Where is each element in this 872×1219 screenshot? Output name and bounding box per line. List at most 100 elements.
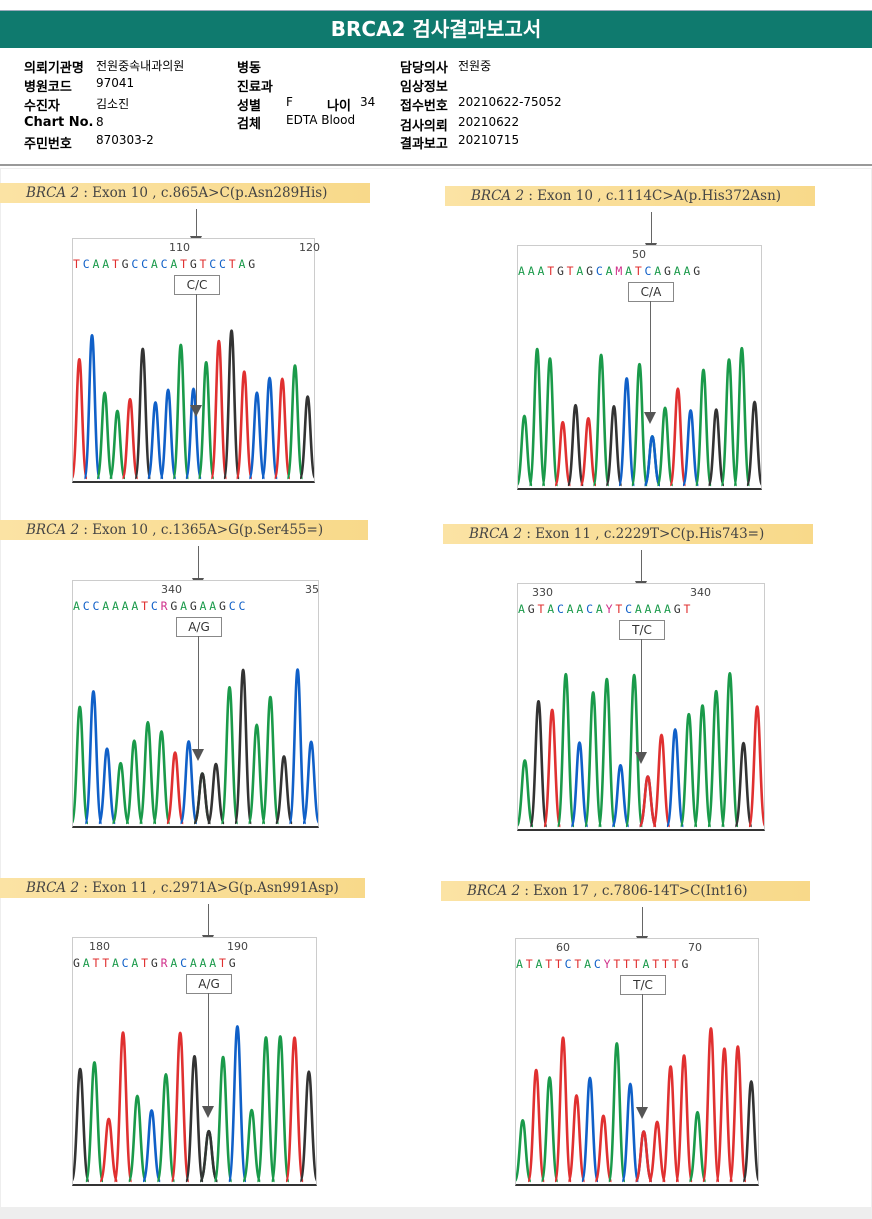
trace-peak-T: [553, 420, 572, 487]
base-call: T: [632, 957, 643, 971]
variant-label: BRCA 2 : Exon 10 , c.865A>C(p.Asn289His): [0, 183, 370, 203]
trace-peak-A: [213, 1055, 233, 1183]
base-call: G: [189, 599, 200, 613]
base-call: C: [238, 599, 249, 613]
variant-label: BRCA 2 : Exon 11 , c.2229T>C(p.His743=): [443, 524, 813, 544]
trace-peak-T: [165, 751, 185, 825]
base-call: T: [228, 257, 239, 271]
base-call: A: [121, 599, 132, 613]
base-call: C: [131, 257, 142, 271]
trace-peak-T: [209, 339, 228, 480]
base-sequence: GATTACATGRACAAATG: [73, 956, 316, 970]
base-call: A: [576, 602, 587, 616]
trace-peak-A: [583, 691, 603, 828]
base-call: C: [209, 257, 220, 271]
trace-peak-A: [706, 689, 726, 828]
base-call: C: [586, 602, 596, 616]
trace-peak-A: [260, 695, 280, 825]
base-call: T: [662, 957, 672, 971]
info-label: 결과보고: [400, 137, 448, 152]
trace-peak-A: [247, 723, 267, 825]
base-call: T: [141, 599, 151, 613]
trace-peak-A: [607, 1042, 627, 1183]
trace-peak-G: [529, 699, 548, 828]
trace-peak-A: [516, 1118, 533, 1183]
base-call: C: [593, 957, 604, 971]
base-call: A: [82, 956, 93, 970]
trace-peak-T: [98, 1117, 119, 1183]
base-call: T: [613, 957, 624, 971]
base-call: T: [111, 257, 122, 271]
trace-peak-A: [518, 759, 535, 828]
base-call: A: [131, 599, 142, 613]
base-call: M: [615, 264, 626, 278]
trace-peak-C: [141, 1109, 162, 1183]
trace-peaks: [73, 668, 318, 825]
variant-label: BRCA 2 : Exon 10 , c.1365A>G(p.Ser455=): [0, 520, 368, 540]
trace-peak-A: [592, 353, 611, 487]
trace-peak-C: [301, 740, 318, 825]
base-call: A: [683, 264, 694, 278]
trace-peak-C: [159, 388, 178, 480]
variant-label: BRCA 2 : Exon 17 , c.7806-14T>C(Int16): [441, 881, 810, 901]
variant-label: BRCA 2 : Exon 10 , c.1114C>A(p.His372Asn…: [445, 186, 815, 206]
base-call: C: [92, 599, 103, 613]
base-call: T: [219, 956, 229, 970]
info-label: 의뢰기관명: [24, 61, 84, 76]
base-call: A: [673, 264, 684, 278]
trace-peak-A: [127, 1094, 148, 1183]
base-call: A: [547, 602, 557, 616]
base-call: A: [209, 599, 220, 613]
info-label: 담당의사: [400, 61, 448, 76]
trace-peak-G: [707, 408, 726, 487]
trace-peak-A: [256, 1036, 276, 1183]
base-call: A: [92, 257, 103, 271]
arrow-down-icon: [190, 294, 202, 417]
base-call: A: [102, 257, 112, 271]
trace-peak-A: [171, 343, 190, 480]
trace-peak-C: [83, 333, 101, 480]
trace-peak-T: [121, 397, 139, 480]
trace-peaks: [518, 346, 761, 487]
base-call: A: [644, 602, 655, 616]
trace-peak-T: [701, 1027, 721, 1183]
trace-peak-A: [656, 406, 675, 487]
trace-peak-T: [674, 1054, 694, 1183]
base-call: A: [566, 602, 577, 616]
base-sequence: AGTACAACAYTCAAAAGT: [518, 602, 764, 616]
base-position: 50: [632, 248, 646, 261]
base-call: A: [73, 599, 83, 613]
base-call: G: [527, 602, 538, 616]
base-position: 340: [690, 586, 711, 599]
trace-peak-T: [747, 705, 764, 828]
chromatogram: 340 35 ACCAAAATCRGAGAAGCC A/G: [72, 580, 319, 828]
base-call: T: [566, 264, 577, 278]
trace-peak-A: [84, 1061, 105, 1183]
trace-peak-G: [133, 347, 152, 480]
trace-peak-C: [97, 747, 117, 825]
base-position: 110: [169, 241, 190, 254]
base-call: G: [150, 956, 161, 970]
chromatogram: 180 190 GATTACATGRACAAATG A/G: [72, 937, 317, 1186]
chromatogram: 110 120 TCAATGCCACATGTCCTAG C/C: [72, 238, 320, 483]
base-call: G: [681, 957, 692, 971]
trace-peak-T: [170, 1031, 191, 1183]
base-call: A: [170, 956, 181, 970]
base-position: 180: [89, 940, 110, 953]
trace-peak-A: [540, 1076, 559, 1183]
base-position: 340: [161, 583, 182, 596]
gene-name: BRCA 2: [469, 526, 523, 542]
base-call: C: [82, 599, 93, 613]
trace-peak-C: [288, 668, 308, 825]
arrow-down-icon: [635, 639, 647, 763]
base-call: A: [209, 956, 220, 970]
base-call: C: [556, 602, 567, 616]
arrow-down-icon: [202, 993, 214, 1119]
base-call: T: [141, 956, 151, 970]
trace-peak-C: [184, 387, 203, 480]
base-position: 70: [688, 941, 702, 954]
base-call: R: [160, 956, 171, 970]
base-call: A: [150, 257, 161, 271]
trace-peak-T: [647, 1120, 667, 1183]
genotype-box: C/A: [628, 282, 674, 302]
